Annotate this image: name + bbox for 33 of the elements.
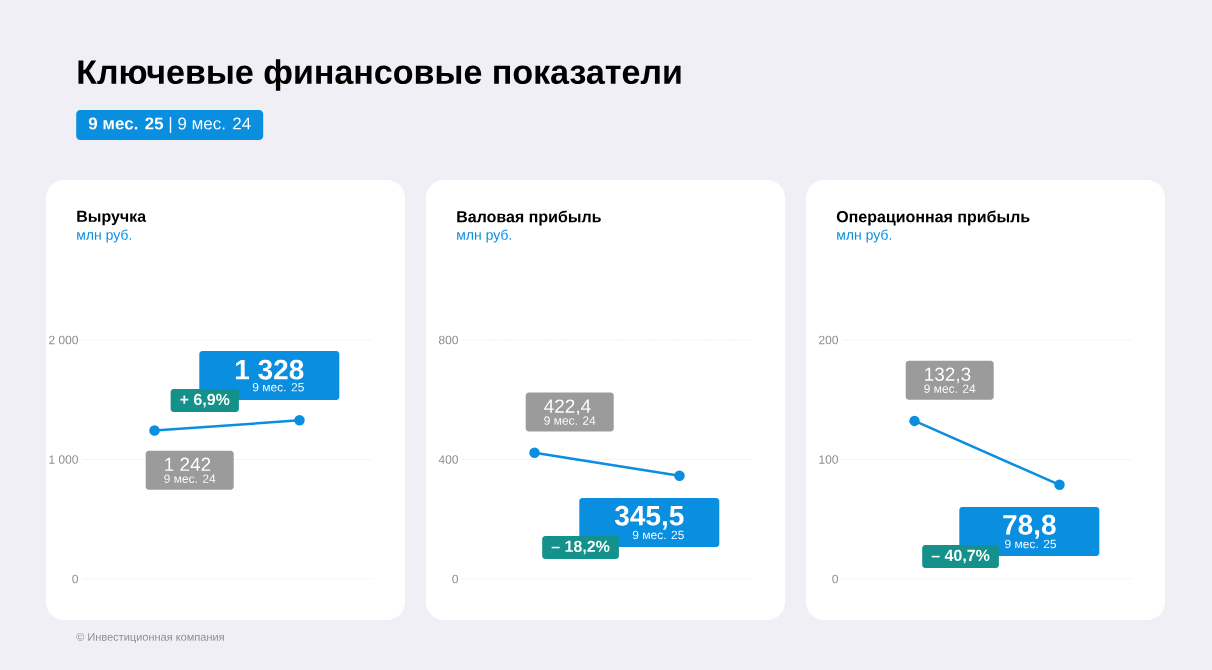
annotation: 9 мес. 24 [544, 416, 596, 425]
annotation: 9 мес. 25 [632, 530, 684, 540]
y-tick-label: 400 [438, 455, 459, 464]
y-tick-label: 100 [819, 455, 839, 464]
data-label: 1 328 [236, 359, 304, 380]
data-label: 345,5 [614, 505, 684, 530]
text: © Инвестиционная компания [76, 633, 224, 643]
annotation: 9 мес. 24 [924, 384, 976, 393]
chart-subtitle: млн руб. [457, 229, 512, 243]
data-label: 1 242 [165, 457, 211, 471]
annotation: – 18,2% [551, 540, 610, 555]
chart-title: Операционная прибыль [836, 210, 1030, 226]
data-label: 422,4 [544, 399, 591, 416]
y-tick-label: 0 [72, 574, 79, 584]
data-label: 132,3 [925, 367, 971, 384]
annotation: 9 мес. 25 [252, 382, 304, 392]
data-label: 78,8 [1003, 514, 1056, 539]
chart-subtitle: млн руб. [837, 229, 892, 243]
annotation: – 40,7% [931, 549, 990, 564]
text: 9 мес. 25 | 9 мес. 24 [88, 117, 251, 133]
chart-title: Валовая прибыль [457, 210, 601, 226]
y-tick-label: 1 000 [49, 455, 78, 464]
annotation: 9 мес. 24 [164, 474, 216, 483]
y-tick-label: 0 [452, 574, 459, 584]
text: Ключевые финансовые показатели [78, 59, 681, 91]
chart-title: Выручка [77, 210, 147, 226]
y-tick-label: 2 000 [49, 335, 78, 345]
chart-subtitle: млн руб. [77, 229, 132, 243]
annotation: 9 мес. 25 [1005, 539, 1057, 549]
annotation: + 6,9% [180, 393, 230, 408]
y-tick-label: 200 [819, 335, 839, 345]
y-tick-label: 800 [438, 335, 459, 345]
y-tick-label: 0 [832, 574, 839, 584]
